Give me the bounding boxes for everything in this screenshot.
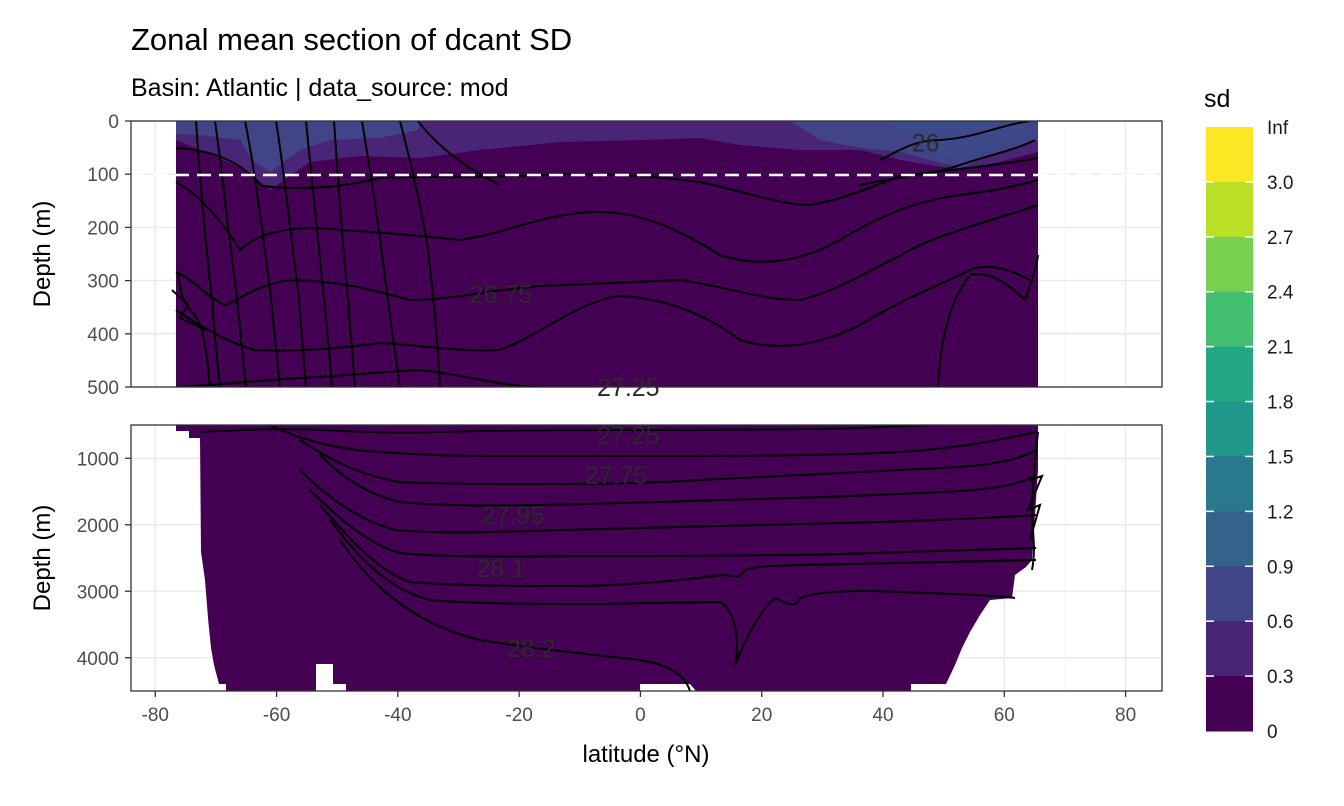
isopycnal-26 [879, 121, 1031, 161]
upper-contour-lines [171, 121, 1039, 387]
upper-panel-field [176, 121, 1038, 387]
legend-break-label: 1.2 [1267, 502, 1293, 523]
isopycnal-vert-9 [399, 121, 441, 387]
legend-break-label: 2.4 [1267, 283, 1294, 304]
legend-title: sd [1204, 85, 1230, 113]
isopycnal-vert-6 [305, 121, 333, 387]
x-axis-title: latitude (°N) [583, 741, 710, 768]
legend-color-band [1206, 401, 1253, 457]
isopycnal-28.1 [319, 504, 1037, 588]
isopycnal-lower-d [329, 519, 1016, 666]
lower-contour-lines [199, 425, 1044, 691]
isopycnal-28.2 [339, 539, 691, 691]
contour-label: 26 [912, 129, 940, 157]
axes: -80 -60 -40 -20 0 20 40 60 80 0 100 200 300 400 500 100… [77, 112, 1136, 726]
isopycnal-vert-5 [275, 121, 307, 387]
lower-panel-border [130, 424, 1163, 692]
isopycnal-lat-78 [171, 289, 206, 331]
legend-break-label: 2.7 [1267, 228, 1293, 249]
chart-title: Zonal mean section of dcant SD [131, 22, 573, 57]
x-tick-label: -20 [505, 705, 532, 726]
legend-break-label: 2.1 [1267, 338, 1293, 359]
lower-panel-field [176, 425, 1038, 691]
y-tick-label: 1000 [77, 449, 119, 470]
legend-color-band [1206, 291, 1253, 348]
legend-color-band [1206, 566, 1253, 622]
isopycnal-27.95 [299, 469, 1037, 534]
isopycnal-upper-c [175, 265, 1031, 352]
isopycnal-lower-c [309, 489, 1037, 558]
x-tick-label: -60 [263, 705, 290, 726]
contour-labels: 26 26.75 27.25 27.25 27.75 27.95 28.1 28.2 [470, 129, 940, 662]
x-tick-label: 40 [872, 705, 893, 726]
y-tick-label: 4000 [77, 649, 119, 670]
upper-panel-border [130, 120, 1163, 388]
contour-label: 27.25 [597, 374, 660, 402]
contour-label: 27.75 [585, 462, 648, 490]
isopycnal-vert-7 [333, 121, 356, 387]
legend-break-label: 0 [1267, 722, 1278, 743]
x-tick-label: 80 [1115, 705, 1136, 726]
isopycnal-vert-10 [417, 121, 501, 186]
isopycnal-26-b [859, 139, 1036, 186]
y-tick-label: 100 [87, 165, 119, 186]
isopycnal-vert-1 [177, 271, 211, 387]
isopycnal-vert-8 [361, 121, 401, 387]
legend-color-band [1206, 236, 1253, 293]
isopycnal-lower-a [199, 425, 931, 434]
x-tick-label: -80 [142, 705, 169, 726]
y-tick-label: 3000 [77, 582, 119, 603]
x-tick-label: 60 [994, 705, 1015, 726]
contour-label: 27.25 [597, 422, 660, 450]
y-tick-label: 300 [87, 272, 119, 293]
x-tick-label: 20 [751, 705, 772, 726]
legend-break-label: 0.9 [1267, 557, 1293, 578]
isopycnal-26.75 [175, 204, 1039, 307]
legend-color-band [1206, 181, 1253, 238]
contour-label: 28.2 [507, 635, 556, 663]
legend-color-band [1206, 456, 1253, 512]
isopycnal-lower-b [269, 425, 1037, 458]
x-tick-label: 0 [635, 705, 646, 726]
legend-color-band [1206, 127, 1253, 183]
isopycnal-north-edge [1030, 431, 1039, 571]
legend-color-band [1206, 346, 1253, 403]
upper-sd-band-0.6 [176, 121, 420, 172]
isopycnal-upper-b [175, 179, 1039, 263]
y-axis-title-upper: Depth (m) [29, 201, 56, 308]
y-tick-label: 0 [108, 112, 119, 133]
contour-label: 26.75 [470, 281, 533, 309]
x-tick-label: -40 [384, 705, 411, 726]
lower-field-area [176, 425, 1038, 691]
legend-break-label: 0.3 [1267, 667, 1293, 688]
isopycnal-vert-4 [244, 121, 281, 387]
y-axis-title-lower: Depth (m) [29, 505, 56, 612]
isopycnal-vert-3 [214, 121, 247, 387]
y-tick-label: 500 [87, 378, 119, 399]
legend-color-band [1206, 511, 1253, 567]
legend-break-label: 1.8 [1267, 393, 1293, 414]
y-tick-label: 2000 [77, 516, 119, 537]
isopycnal-27.75-b [319, 454, 1037, 507]
legend-break-label: 1.5 [1267, 447, 1293, 468]
legend-color-band [1206, 621, 1253, 677]
contour-label: 28.1 [477, 555, 526, 583]
y-tick-label: 400 [87, 325, 119, 346]
chart-subtitle: Basin: Atlantic | data_source: mod [131, 74, 509, 102]
isopycnal-north-edge-b [1026, 474, 1044, 541]
isopycnal-vert-2 [195, 121, 221, 387]
legend: sd Inf 3.0 2.7 2.4 2.1 1.8 1.5 1.2 0.9 0.6 0.3 0 [1204, 85, 1294, 743]
contour-label: 27.95 [482, 502, 545, 530]
legend-color-band [1206, 676, 1253, 732]
isopycnal-27.75 [299, 439, 1037, 485]
legend-break-label: 0.6 [1267, 612, 1293, 633]
y-tick-label: 200 [87, 218, 119, 239]
isopycnal-north-1 [937, 254, 1039, 387]
legend-break-label: 3.0 [1267, 173, 1293, 194]
isopycnal-upper-d [175, 368, 541, 387]
legend-break-label: Inf [1267, 118, 1289, 139]
